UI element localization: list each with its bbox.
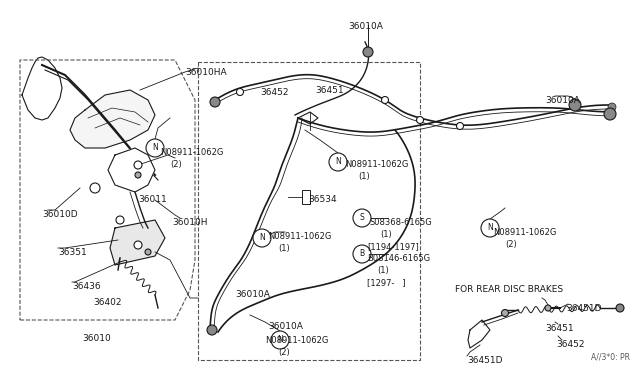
Text: 36452: 36452 [260,88,289,97]
Text: 36010A: 36010A [545,96,580,105]
Text: FOR REAR DISC BRAKES: FOR REAR DISC BRAKES [455,285,563,294]
Circle shape [90,183,100,193]
Text: (1): (1) [358,172,370,181]
Text: (1): (1) [278,244,290,253]
Text: 36010H: 36010H [172,218,207,227]
Circle shape [417,116,424,124]
Polygon shape [108,148,155,192]
Text: 36452: 36452 [556,340,584,349]
Text: N: N [277,336,283,344]
Text: N08911-1062G: N08911-1062G [265,336,328,345]
Text: 36010D: 36010D [42,210,77,219]
Circle shape [381,96,388,103]
Text: (1): (1) [377,266,388,275]
Text: (2): (2) [505,240,516,249]
Circle shape [363,47,373,57]
Circle shape [608,103,616,111]
Circle shape [146,139,164,157]
Text: N: N [487,224,493,232]
Circle shape [253,229,271,247]
Circle shape [329,153,347,171]
Circle shape [481,219,499,237]
Circle shape [545,305,551,311]
Text: B08146-6165G: B08146-6165G [367,254,430,263]
Circle shape [353,245,371,263]
Text: N: N [335,157,341,167]
Text: N: N [152,144,158,153]
Circle shape [207,325,217,335]
Text: 36010: 36010 [82,334,111,343]
Text: 36010HA: 36010HA [185,68,227,77]
Text: N08911-1062G: N08911-1062G [493,228,556,237]
Circle shape [604,108,616,120]
Text: (2): (2) [170,160,182,169]
Text: 36436: 36436 [72,282,100,291]
Text: 36011: 36011 [138,195,167,204]
Circle shape [271,331,289,349]
Circle shape [145,249,151,255]
Text: A//3*0: PR: A//3*0: PR [591,353,630,362]
Text: [1297-   ]: [1297- ] [367,278,406,287]
Bar [302,190,310,204]
Text: N08911-1062G: N08911-1062G [268,232,332,241]
Circle shape [116,216,124,224]
Circle shape [237,89,243,96]
Text: 36534: 36534 [308,195,337,204]
Text: 36351: 36351 [58,248,87,257]
Text: (2): (2) [278,348,290,357]
Circle shape [353,209,371,227]
Text: 36451D: 36451D [467,356,502,365]
Text: N08911-1062G: N08911-1062G [345,160,408,169]
Text: N08911-1062G: N08911-1062G [160,148,223,157]
Polygon shape [468,320,490,348]
Circle shape [210,97,220,107]
Polygon shape [70,90,155,148]
Text: S08368-6165G: S08368-6165G [370,218,433,227]
Text: S: S [360,214,364,222]
Circle shape [502,310,509,317]
Text: 36010A: 36010A [268,322,303,331]
Text: 36402: 36402 [93,298,122,307]
Text: 36451D: 36451D [566,304,602,313]
Text: 36010A: 36010A [348,22,383,31]
Polygon shape [110,220,165,265]
Polygon shape [22,57,62,120]
Circle shape [616,304,624,312]
Text: [1194-1197]: [1194-1197] [367,242,419,251]
Text: N: N [259,234,265,243]
Text: 36010A: 36010A [235,290,270,299]
Circle shape [569,99,581,111]
Text: 36451: 36451 [315,86,344,95]
Text: B: B [360,250,365,259]
Circle shape [134,161,142,169]
Circle shape [134,241,142,249]
Circle shape [456,122,463,129]
Circle shape [135,172,141,178]
Text: (1): (1) [380,230,392,239]
Text: 36451: 36451 [545,324,573,333]
